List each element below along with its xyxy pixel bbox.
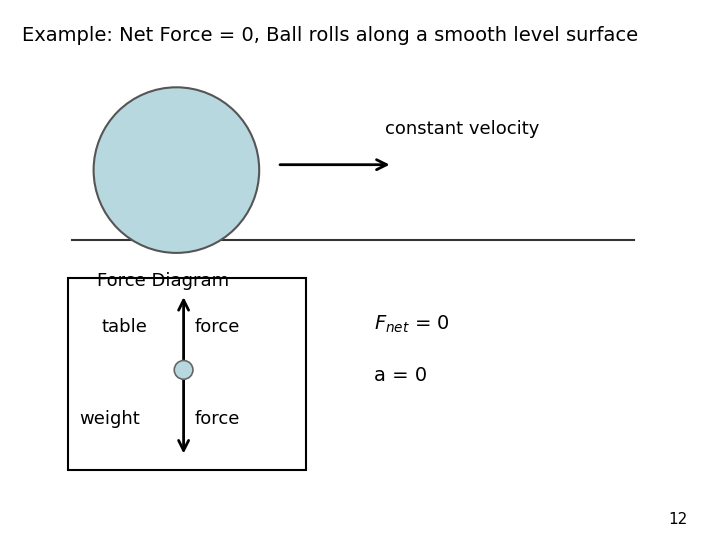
Text: weight: weight xyxy=(80,409,140,428)
Text: force: force xyxy=(194,318,240,336)
Text: a = 0: a = 0 xyxy=(374,366,428,385)
Ellipse shape xyxy=(174,361,193,379)
Text: table: table xyxy=(102,318,148,336)
Ellipse shape xyxy=(94,87,259,253)
Text: constant velocity: constant velocity xyxy=(385,120,539,138)
Bar xyxy=(68,278,306,470)
Text: Force Diagram: Force Diagram xyxy=(97,272,230,290)
Text: 12: 12 xyxy=(668,511,688,526)
Text: $F_{net}$ = 0: $F_{net}$ = 0 xyxy=(374,313,450,335)
Text: Example: Net Force = 0, Ball rolls along a smooth level surface: Example: Net Force = 0, Ball rolls along… xyxy=(22,25,638,45)
Text: force: force xyxy=(194,409,240,428)
